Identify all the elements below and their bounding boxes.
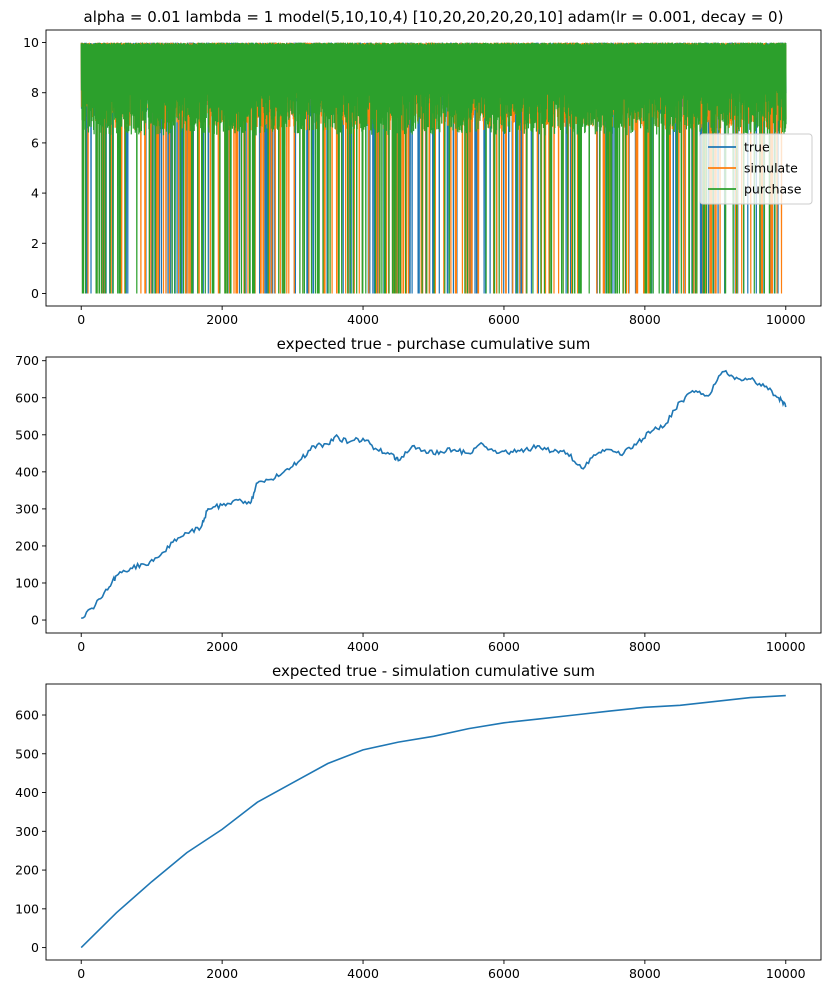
y-tick-label: 600 bbox=[15, 708, 39, 723]
legend-label-simulate: simulate bbox=[744, 161, 798, 176]
series-line bbox=[80, 694, 786, 949]
x-tick-label: 8000 bbox=[629, 639, 661, 654]
y-tick-label: 6 bbox=[31, 135, 39, 150]
y-tick-label: 500 bbox=[15, 746, 39, 761]
chart-title: expected true - purchase cumulative sum bbox=[277, 335, 591, 353]
x-tick-label: 6000 bbox=[488, 312, 520, 327]
x-tick-label: 0 bbox=[77, 312, 85, 327]
plot-frame bbox=[45, 356, 822, 634]
legend-box bbox=[699, 133, 813, 205]
y-tick-label: 600 bbox=[15, 390, 39, 405]
x-tick-label: 6000 bbox=[488, 966, 520, 981]
plot-frame bbox=[45, 683, 822, 961]
x-tick-label: 10000 bbox=[766, 639, 806, 654]
x-tick-label: 2000 bbox=[206, 312, 238, 327]
y-tick-label: 8 bbox=[31, 85, 39, 100]
y-tick-label: 100 bbox=[15, 575, 39, 590]
chart-title: expected true - simulation cumulative su… bbox=[272, 662, 595, 680]
x-tick-label: 0 bbox=[77, 639, 85, 654]
y-tick-label: 500 bbox=[15, 427, 39, 442]
y-tick-label: 200 bbox=[15, 863, 39, 878]
plot-frame bbox=[45, 29, 822, 307]
chart-panel-prices: alpha = 0.01 lambda = 1 model(5,10,10,4)… bbox=[23, 8, 822, 327]
x-tick-label: 10000 bbox=[766, 312, 806, 327]
y-tick-label: 300 bbox=[15, 824, 39, 839]
y-tick-label: 10 bbox=[23, 35, 39, 50]
y-tick-label: 300 bbox=[15, 501, 39, 516]
chart-panel-simulation-cumsum: expected true - simulation cumulative su… bbox=[15, 662, 822, 981]
x-tick-label: 8000 bbox=[629, 312, 661, 327]
y-tick-label: 0 bbox=[31, 613, 39, 628]
y-tick-label: 0 bbox=[31, 286, 39, 301]
y-tick-label: 2 bbox=[31, 236, 39, 251]
x-tick-label: 2000 bbox=[206, 639, 238, 654]
chart-panel-purchase-cumsum: expected true - purchase cumulative sum 0… bbox=[15, 335, 822, 654]
y-tick-label: 4 bbox=[31, 186, 39, 201]
x-tick-label: 0 bbox=[77, 966, 85, 981]
x-tick-label: 10000 bbox=[766, 966, 806, 981]
x-tick-label: 8000 bbox=[629, 966, 661, 981]
y-tick-label: 700 bbox=[15, 353, 39, 368]
legend-label-true: true bbox=[744, 140, 770, 155]
y-tick-label: 100 bbox=[15, 901, 39, 916]
y-tick-label: 0 bbox=[31, 940, 39, 955]
x-tick-label: 4000 bbox=[347, 639, 379, 654]
chart-title: alpha = 0.01 lambda = 1 model(5,10,10,4)… bbox=[84, 8, 784, 26]
series-line bbox=[81, 369, 787, 619]
y-tick-label: 400 bbox=[15, 464, 39, 479]
series-line-purchase bbox=[80, 42, 787, 294]
legend: true simulate purchase bbox=[699, 133, 813, 205]
x-tick-label: 6000 bbox=[488, 639, 520, 654]
y-tick-label: 200 bbox=[15, 538, 39, 553]
y-tick-label: 400 bbox=[15, 785, 39, 800]
x-tick-label: 4000 bbox=[347, 312, 379, 327]
x-tick-label: 2000 bbox=[206, 966, 238, 981]
legend-label-purchase: purchase bbox=[744, 182, 802, 197]
x-tick-label: 4000 bbox=[347, 966, 379, 981]
